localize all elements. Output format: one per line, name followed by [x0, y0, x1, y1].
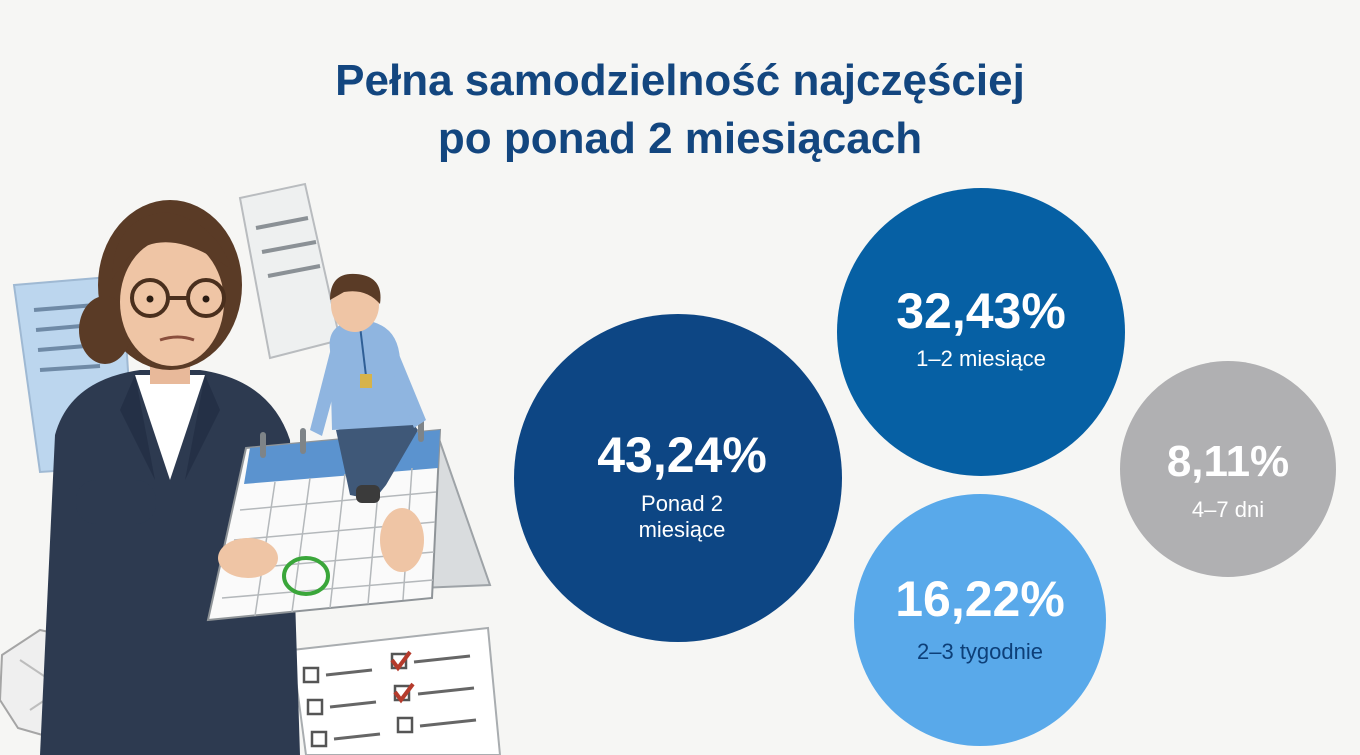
bubble-circle — [1120, 361, 1336, 577]
bubble-label-line-1: 2–3 tygodnie — [917, 639, 1043, 664]
illustration — [0, 182, 502, 755]
bubble-2-3-tygodnie: 16,22% 2–3 tygodnie — [854, 494, 1106, 746]
woman-holding-calendar-icon — [40, 200, 300, 755]
bubble-label-line-2: miesiące — [639, 517, 726, 542]
bubble-1-2-miesiace: 32,43% 1–2 miesiące — [837, 188, 1125, 476]
bubble-ponad-2-miesiace: 43,24% Ponad 2 miesiące — [514, 314, 842, 642]
bubble-4-7-dni: 8,11% 4–7 dni — [1120, 361, 1336, 577]
man-sitting-on-calendar-icon — [310, 273, 426, 503]
bubble-value: 16,22% — [895, 571, 1065, 627]
bubble-circle — [837, 188, 1125, 476]
bubble-circle — [514, 314, 842, 642]
checklist-icon — [290, 626, 502, 755]
bubble-label-line-1: 4–7 dni — [1192, 497, 1264, 522]
bubble-value: 43,24% — [597, 427, 767, 483]
title-line-1: Pełna samodzielność najczęściej — [335, 56, 1025, 105]
bubble-label-line-1: 1–2 miesiące — [916, 346, 1046, 371]
bubble-circle — [854, 494, 1106, 746]
bubble-value: 32,43% — [896, 283, 1066, 339]
bubble-label-line-1: Ponad 2 — [641, 491, 723, 516]
title-line-2: po ponad 2 miesiącach — [437, 114, 923, 163]
bubble-value: 8,11% — [1167, 437, 1289, 486]
page-title: Pełna samodzielność najczęściej po ponad… — [0, 52, 1360, 168]
